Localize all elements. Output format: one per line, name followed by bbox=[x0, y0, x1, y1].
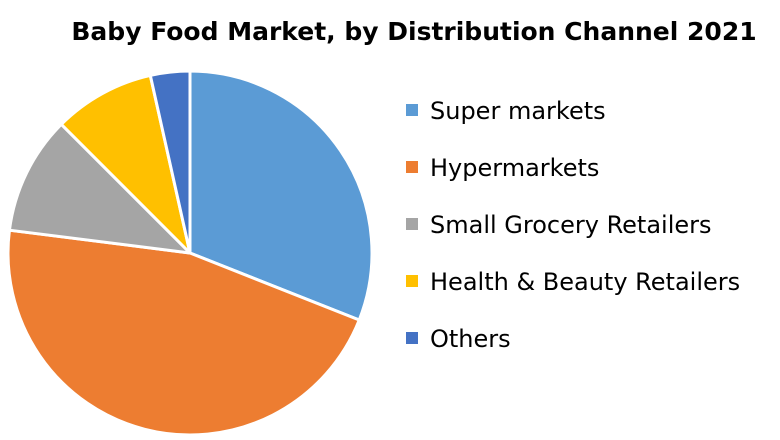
pie-slice-hypermarkets bbox=[6, 228, 361, 437]
pie-slice-small-grocery-retailers bbox=[7, 122, 192, 255]
legend-label: Super markets bbox=[430, 97, 606, 125]
legend: Super markets Hypermarkets Small Grocery R… bbox=[406, 97, 740, 353]
legend-item-super-markets: Super markets bbox=[406, 97, 606, 125]
chart-title: Baby Food Market, by Distribution Channe… bbox=[71, 17, 756, 46]
legend-swatch bbox=[406, 104, 418, 116]
legend-label: Hypermarkets bbox=[430, 154, 599, 182]
legend-swatch bbox=[406, 332, 418, 344]
legend-label: Health & Beauty Retailers bbox=[430, 268, 740, 296]
legend-item-small-grocery-retailers: Small Grocery Retailers bbox=[406, 211, 712, 239]
legend-item-hypermarkets: Hypermarkets bbox=[406, 154, 599, 182]
legend-item-others: Others bbox=[406, 325, 511, 353]
pie-slice-super-markets bbox=[188, 69, 374, 322]
pie-slice-health-beauty-retailers bbox=[59, 73, 192, 255]
legend-label: Small Grocery Retailers bbox=[430, 211, 712, 239]
legend-label: Others bbox=[430, 325, 511, 353]
legend-swatch bbox=[406, 218, 418, 230]
legend-swatch bbox=[406, 275, 418, 287]
pie-slices bbox=[6, 69, 374, 437]
legend-swatch bbox=[406, 161, 418, 173]
pie-slice-others bbox=[148, 69, 192, 255]
legend-item-health-beauty-retailers: Health & Beauty Retailers bbox=[406, 268, 740, 296]
